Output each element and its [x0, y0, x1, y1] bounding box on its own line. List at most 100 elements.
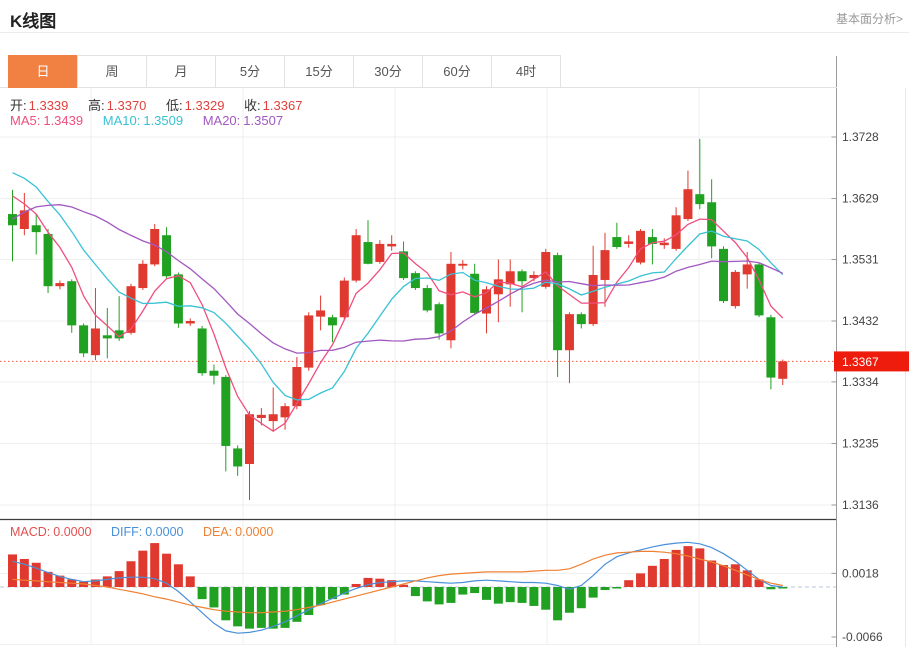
candle — [339, 280, 349, 318]
tab-4hour[interactable]: 4时 — [491, 55, 561, 88]
candle — [8, 214, 17, 226]
candle — [19, 210, 29, 229]
candle — [280, 406, 290, 418]
close-value: 收: 1.3367 — [244, 98, 303, 113]
macd-bar — [588, 587, 598, 598]
candle — [102, 335, 112, 339]
candle — [351, 235, 361, 281]
macd-bar — [387, 580, 397, 587]
ma-legend: MA5: 1.3439 MA10: 1.3509 MA20: 1.3507 — [10, 113, 299, 128]
candle — [612, 237, 622, 248]
page-title: K线图 — [10, 12, 57, 31]
dea-value: DEA: 0.0000 — [202, 525, 274, 539]
candle — [754, 264, 764, 316]
tab-60min[interactable]: 60分 — [422, 55, 492, 88]
candle — [529, 275, 539, 279]
macd-bar — [268, 587, 278, 629]
tab-month[interactable]: 月 — [146, 55, 216, 88]
candle — [482, 289, 491, 314]
macd-bar — [458, 587, 468, 595]
macd-legend: MACD: 0.0000 DIFF: 0.0000 DEA: 0.0000 — [10, 525, 289, 539]
macd-bar — [339, 587, 349, 595]
macd-bar — [410, 587, 420, 597]
tab-30min[interactable]: 30分 — [353, 55, 423, 88]
candle — [742, 264, 752, 275]
diff-line — [12, 541, 783, 634]
candle — [624, 241, 634, 244]
current-price-badge — [834, 351, 909, 372]
candle — [162, 235, 172, 277]
macd-bar — [126, 561, 136, 587]
low-value: 低: 1.3329 — [166, 98, 225, 113]
ma5-line — [12, 195, 784, 432]
macd-bar — [742, 570, 752, 587]
ma20-legend: MA20: 1.3507 — [202, 113, 284, 128]
candle — [233, 448, 243, 467]
candle — [304, 315, 314, 368]
macd-bar — [576, 587, 586, 609]
tab-week[interactable]: 周 — [77, 55, 147, 88]
macd-bar — [446, 587, 456, 603]
ma10-legend: MA10: 1.3509 — [102, 113, 184, 128]
candle — [730, 271, 740, 307]
macd-bar — [754, 579, 764, 587]
macd-bar — [138, 550, 148, 587]
macd-bar — [245, 587, 254, 629]
candle — [695, 194, 705, 205]
candle — [185, 321, 195, 324]
y-tick-label: 1.3136 — [842, 498, 879, 512]
tab-day[interactable]: 日 — [8, 55, 78, 88]
candle — [90, 328, 100, 356]
candle — [671, 215, 681, 249]
macd-bar — [683, 546, 693, 587]
macd-bar — [766, 587, 776, 590]
macd-bar — [636, 573, 646, 587]
macd-bar — [422, 587, 432, 602]
macd-bar — [150, 543, 160, 587]
macd-bar — [351, 583, 361, 587]
macd-bar — [624, 580, 634, 587]
tab-15min[interactable]: 15分 — [284, 55, 354, 88]
macd-bar — [564, 587, 574, 613]
candle — [150, 229, 160, 265]
tab-5min[interactable]: 5分 — [215, 55, 285, 88]
candle — [470, 273, 480, 313]
candle — [138, 263, 148, 289]
macd-bar — [659, 558, 669, 587]
macd-bar — [327, 587, 337, 600]
candle — [683, 189, 693, 220]
candle — [55, 283, 65, 287]
current-price-badge-label: 1.3367 — [842, 355, 879, 369]
y-tick-label: 1.3531 — [842, 252, 879, 266]
candle — [363, 242, 373, 264]
candle — [67, 281, 77, 326]
interval-tabs: 日 周 月 5分 15分 30分 60分 4时 — [8, 55, 561, 88]
open-value: 开: 1.3339 — [10, 98, 69, 113]
dea-line — [12, 550, 783, 614]
candle — [221, 376, 231, 446]
y-tick-label: 1.3629 — [842, 192, 879, 206]
macd-bar — [233, 587, 243, 627]
macd-bar — [256, 587, 266, 628]
macd-bar — [612, 587, 622, 589]
y-tick-label: 1.3334 — [842, 375, 879, 389]
macd-bar — [90, 579, 100, 587]
candle — [553, 255, 563, 351]
candle — [719, 248, 728, 302]
candle — [541, 252, 551, 287]
macd-bar — [43, 571, 53, 587]
ohlc-legend: 开: 1.3339 高: 1.3370 低: 1.3329 收: 1.3367 — [10, 95, 318, 114]
macd-bar — [529, 587, 539, 606]
macd-bar — [778, 587, 788, 589]
macd-bar — [292, 587, 302, 622]
macd-bar — [517, 587, 527, 603]
macd-bar — [114, 571, 124, 587]
macd-bar — [363, 577, 373, 587]
macd-bar — [304, 587, 314, 616]
fundamental-analysis-link[interactable]: 基本面分析> — [835, 12, 903, 26]
candle — [588, 275, 598, 325]
axis: 1.3728 1.3629 1.3531 1.3432 1.3334 1.3235 1.31… — [0, 56, 909, 647]
macd-bar — [647, 565, 657, 587]
macd-bar — [434, 587, 444, 605]
candle — [375, 243, 385, 262]
